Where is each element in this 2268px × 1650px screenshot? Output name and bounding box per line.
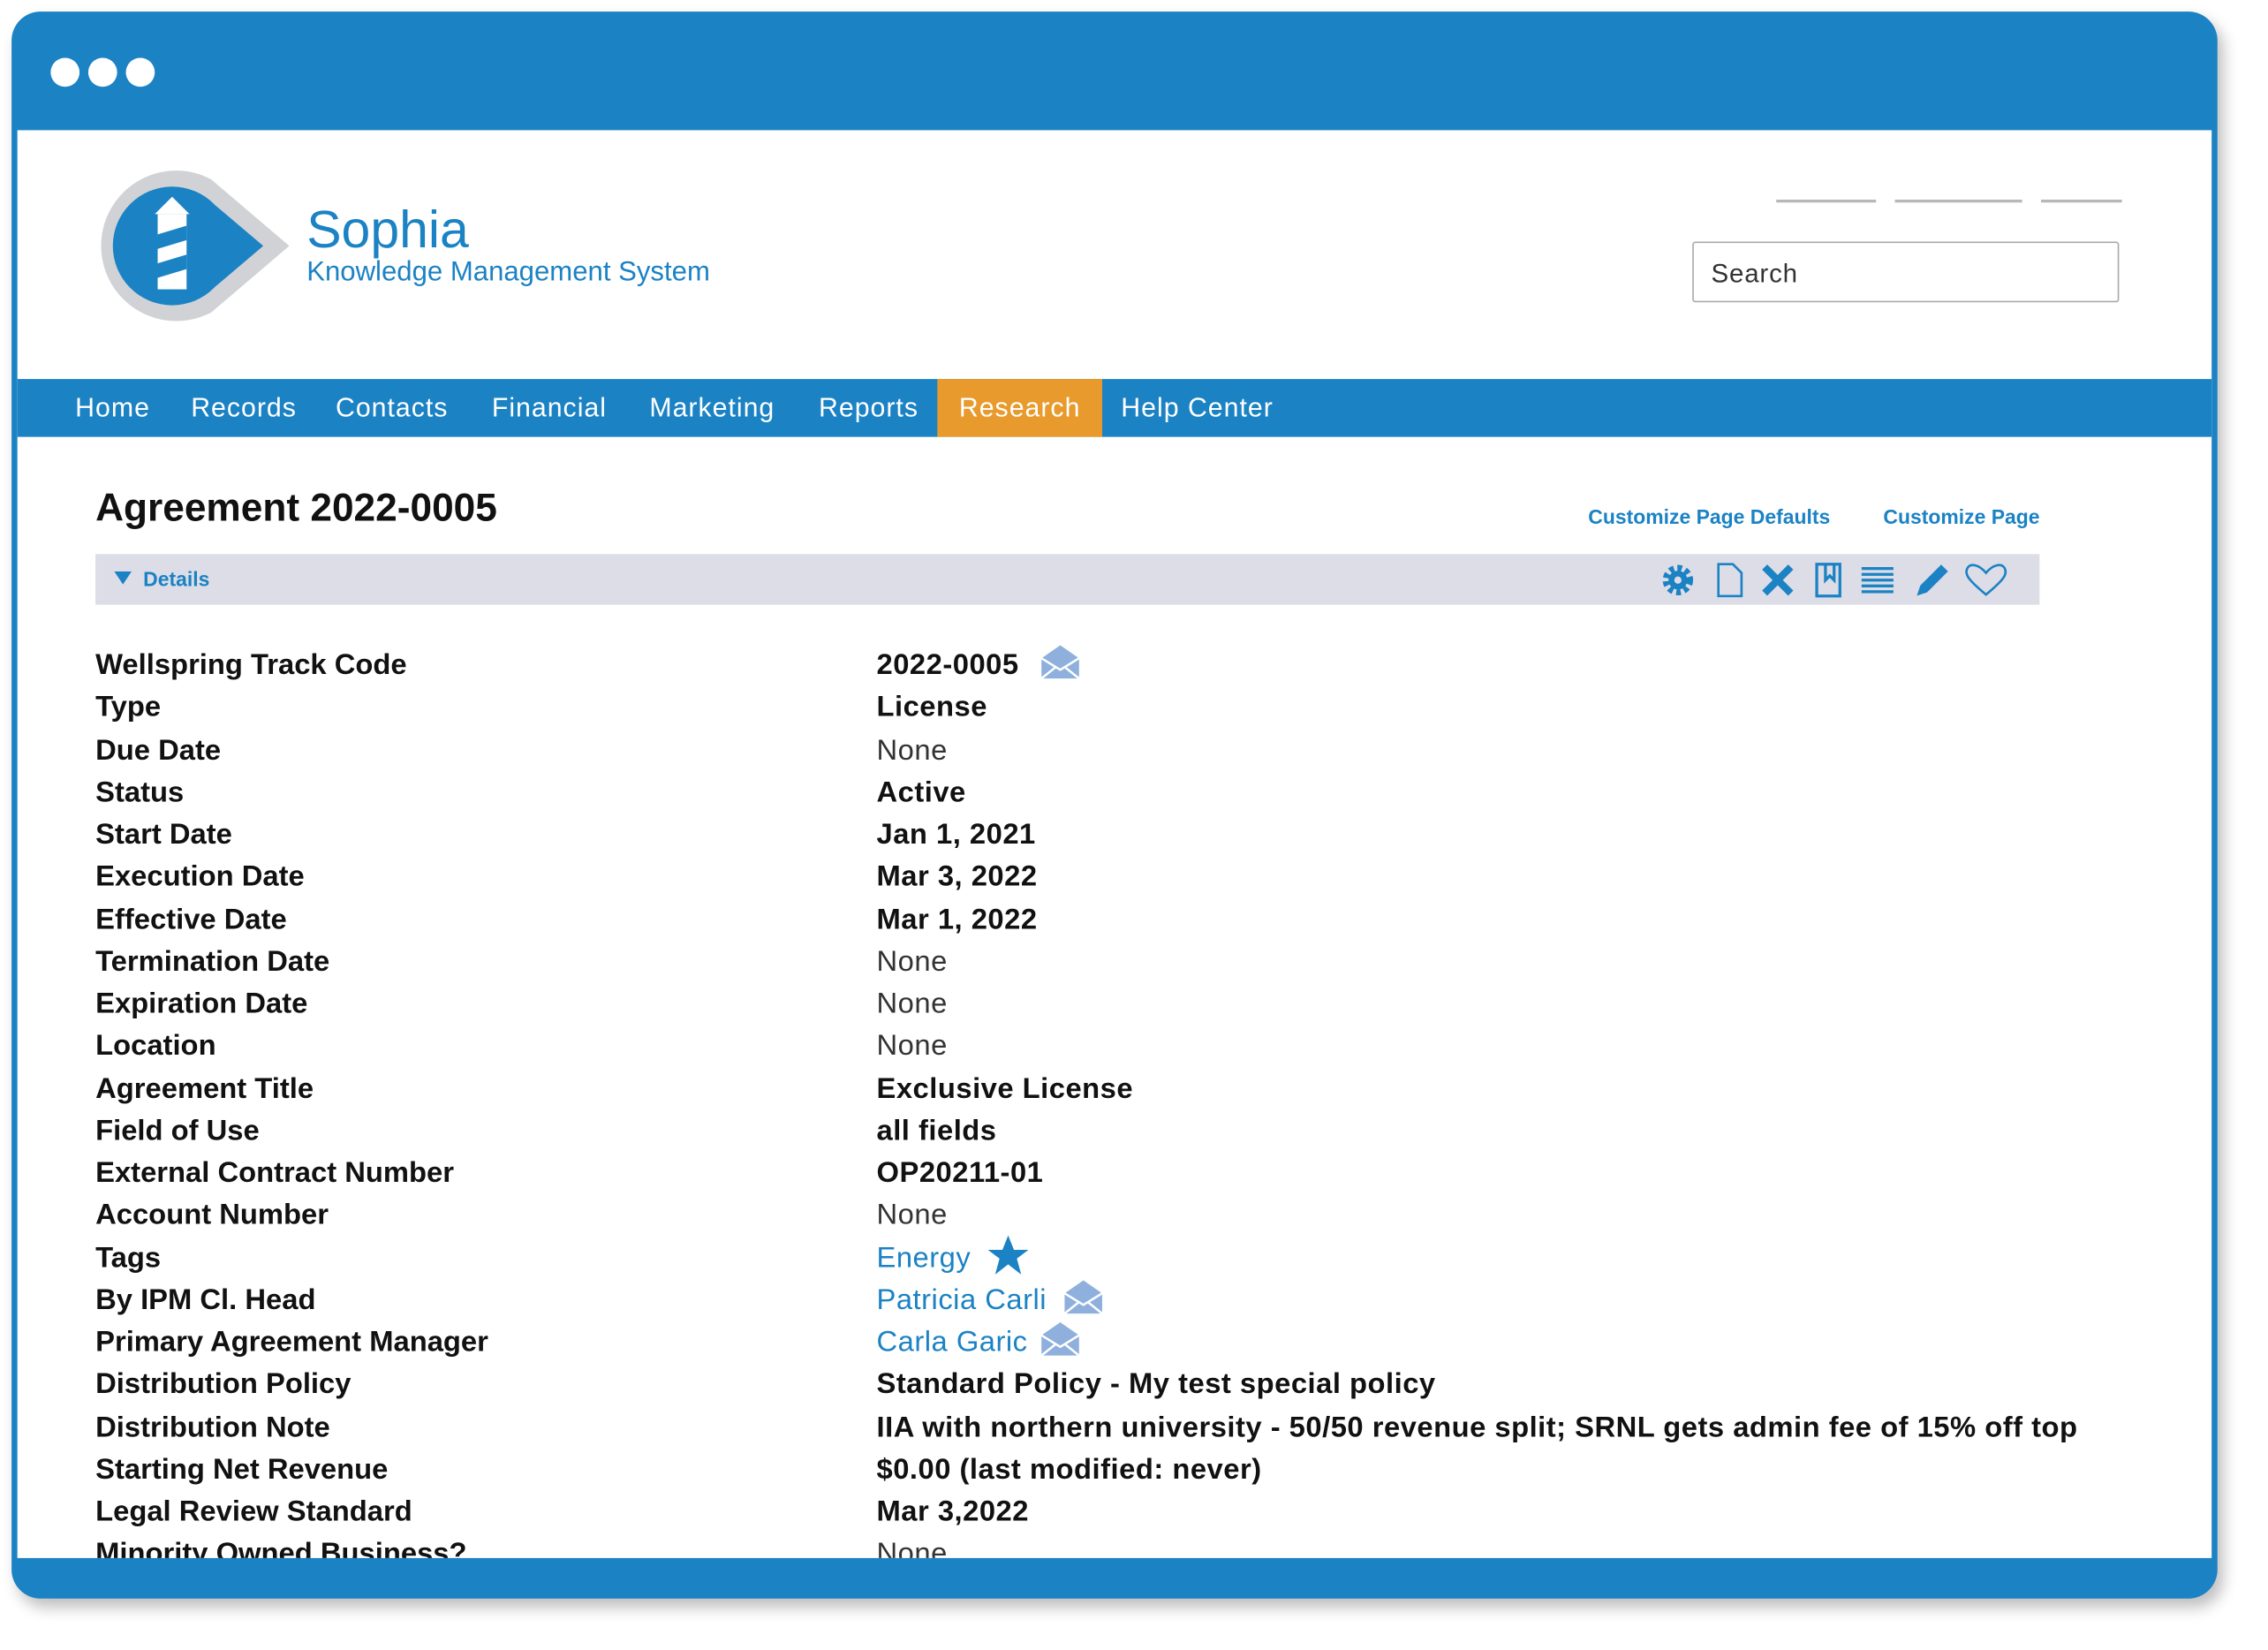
- field-label: Due Date: [95, 734, 222, 767]
- field-label: Tags: [95, 1242, 162, 1275]
- field-value: None: [876, 1200, 948, 1232]
- field-label: Location: [95, 1030, 216, 1063]
- field-value: OP20211-01: [876, 1157, 1044, 1190]
- field-label: Starting Net Revenue: [95, 1453, 389, 1486]
- field-value: Active: [876, 776, 966, 809]
- divider: [1776, 200, 1877, 203]
- field-value: Jan 1, 2021: [876, 818, 1036, 851]
- field-label: Expiration Date: [95, 988, 308, 1020]
- field-value: None: [876, 734, 948, 767]
- envelope-flap: [1040, 657, 1080, 680]
- window-dot: [87, 57, 117, 87]
- field-label: Start Date: [95, 818, 232, 851]
- nav-bar: Home Records Contacts Financial Marketing Rep…: [17, 379, 2212, 437]
- edit-icon[interactable]: [1916, 564, 1948, 596]
- envelope-icon[interactable]: [1039, 641, 1082, 685]
- field-label: Agreement Title: [95, 1072, 314, 1105]
- envelope-icon[interactable]: [1062, 1275, 1105, 1319]
- nav-item[interactable]: Reports: [818, 391, 919, 423]
- star-icon[interactable]: [987, 1233, 1030, 1276]
- logo: [101, 170, 290, 322]
- section-title[interactable]: Details: [143, 567, 210, 591]
- toolbar: [1662, 563, 2007, 598]
- section-bar: Details: [95, 554, 2040, 605]
- envelope-icon[interactable]: [1039, 1318, 1082, 1361]
- new-icon[interactable]: [1717, 563, 1743, 598]
- delete-icon[interactable]: [1762, 564, 1794, 596]
- envelope-flap: [1063, 1291, 1103, 1314]
- field-label: Distribution Note: [95, 1411, 330, 1443]
- divider: [1894, 200, 2022, 203]
- field-label: Status: [95, 776, 185, 809]
- page-title: Agreement 2022-0005: [95, 486, 497, 530]
- nav-item[interactable]: Financial: [491, 391, 607, 423]
- field-label: Field of Use: [95, 1115, 260, 1147]
- field-value[interactable]: Energy: [877, 1234, 1029, 1275]
- field-value: IIA with northern university - 50/50 rev…: [876, 1411, 2078, 1443]
- field-value[interactable]: Carla Garic: [877, 1321, 1080, 1360]
- brand-subtitle: Knowledge Management System: [306, 257, 710, 288]
- field-value: 2022-0005: [877, 645, 1080, 683]
- field-value: None: [876, 945, 948, 978]
- field-value: Mar 3,2022: [876, 1495, 1029, 1528]
- settings-icon[interactable]: [1662, 564, 1694, 595]
- field-label: Type: [95, 692, 162, 724]
- search-box[interactable]: Search: [1692, 241, 2120, 303]
- field-value: Mar 1, 2022: [876, 903, 1038, 935]
- divider: [2040, 200, 2122, 203]
- field-value: None: [876, 988, 948, 1020]
- nav-item[interactable]: Research: [937, 379, 1102, 437]
- field-label: Primary Agreement Manager: [95, 1326, 488, 1359]
- field-value: License: [876, 692, 987, 724]
- nav-item[interactable]: Records: [191, 391, 297, 423]
- content: Sophia Knowledge Management System Searc…: [17, 130, 2212, 1558]
- field-label: Wellspring Track Code: [95, 649, 407, 682]
- field-label: Termination Date: [95, 945, 330, 978]
- star-shape: [987, 1234, 1029, 1275]
- nav-item[interactable]: Help Center: [1121, 391, 1274, 423]
- field-label: By IPM Cl. Head: [95, 1283, 316, 1316]
- collapse-icon[interactable]: [114, 571, 132, 586]
- window-dot: [125, 57, 155, 87]
- field-label: External Contract Number: [95, 1157, 455, 1190]
- customize-link[interactable]: Customize Page: [1883, 504, 2040, 528]
- field-value: None: [876, 1538, 948, 1558]
- field-label: Execution Date: [95, 860, 305, 893]
- field-value[interactable]: Patricia Carli: [877, 1280, 1103, 1318]
- nav-item[interactable]: Contacts: [335, 391, 449, 423]
- envelope-flap: [1040, 1334, 1080, 1357]
- bookmark-icon[interactable]: [1815, 563, 1841, 598]
- field-value: $0.00 (last modified: never): [876, 1453, 1262, 1486]
- nav-item[interactable]: Marketing: [649, 391, 775, 423]
- customize-link[interactable]: Customize Page Defaults: [1588, 504, 1831, 528]
- field-value: all fields: [876, 1115, 997, 1147]
- field-value: Exclusive License: [876, 1072, 1134, 1105]
- favorite-icon[interactable]: [1965, 564, 2007, 596]
- list-icon[interactable]: [1861, 567, 1894, 594]
- field-value: None: [876, 1030, 948, 1063]
- window-dot: [50, 57, 80, 87]
- nav-item[interactable]: Home: [75, 391, 150, 423]
- brand: Sophia: [306, 200, 469, 260]
- field-label: Effective Date: [95, 903, 287, 935]
- field-label: Legal Review Standard: [95, 1495, 412, 1528]
- field-label: Minority Owned Business?: [95, 1538, 467, 1558]
- field-value: Mar 3, 2022: [876, 860, 1038, 893]
- field-label: Account Number: [95, 1200, 329, 1232]
- field-label: Distribution Policy: [95, 1368, 352, 1401]
- field-value: Standard Policy - My test special policy: [876, 1368, 1436, 1401]
